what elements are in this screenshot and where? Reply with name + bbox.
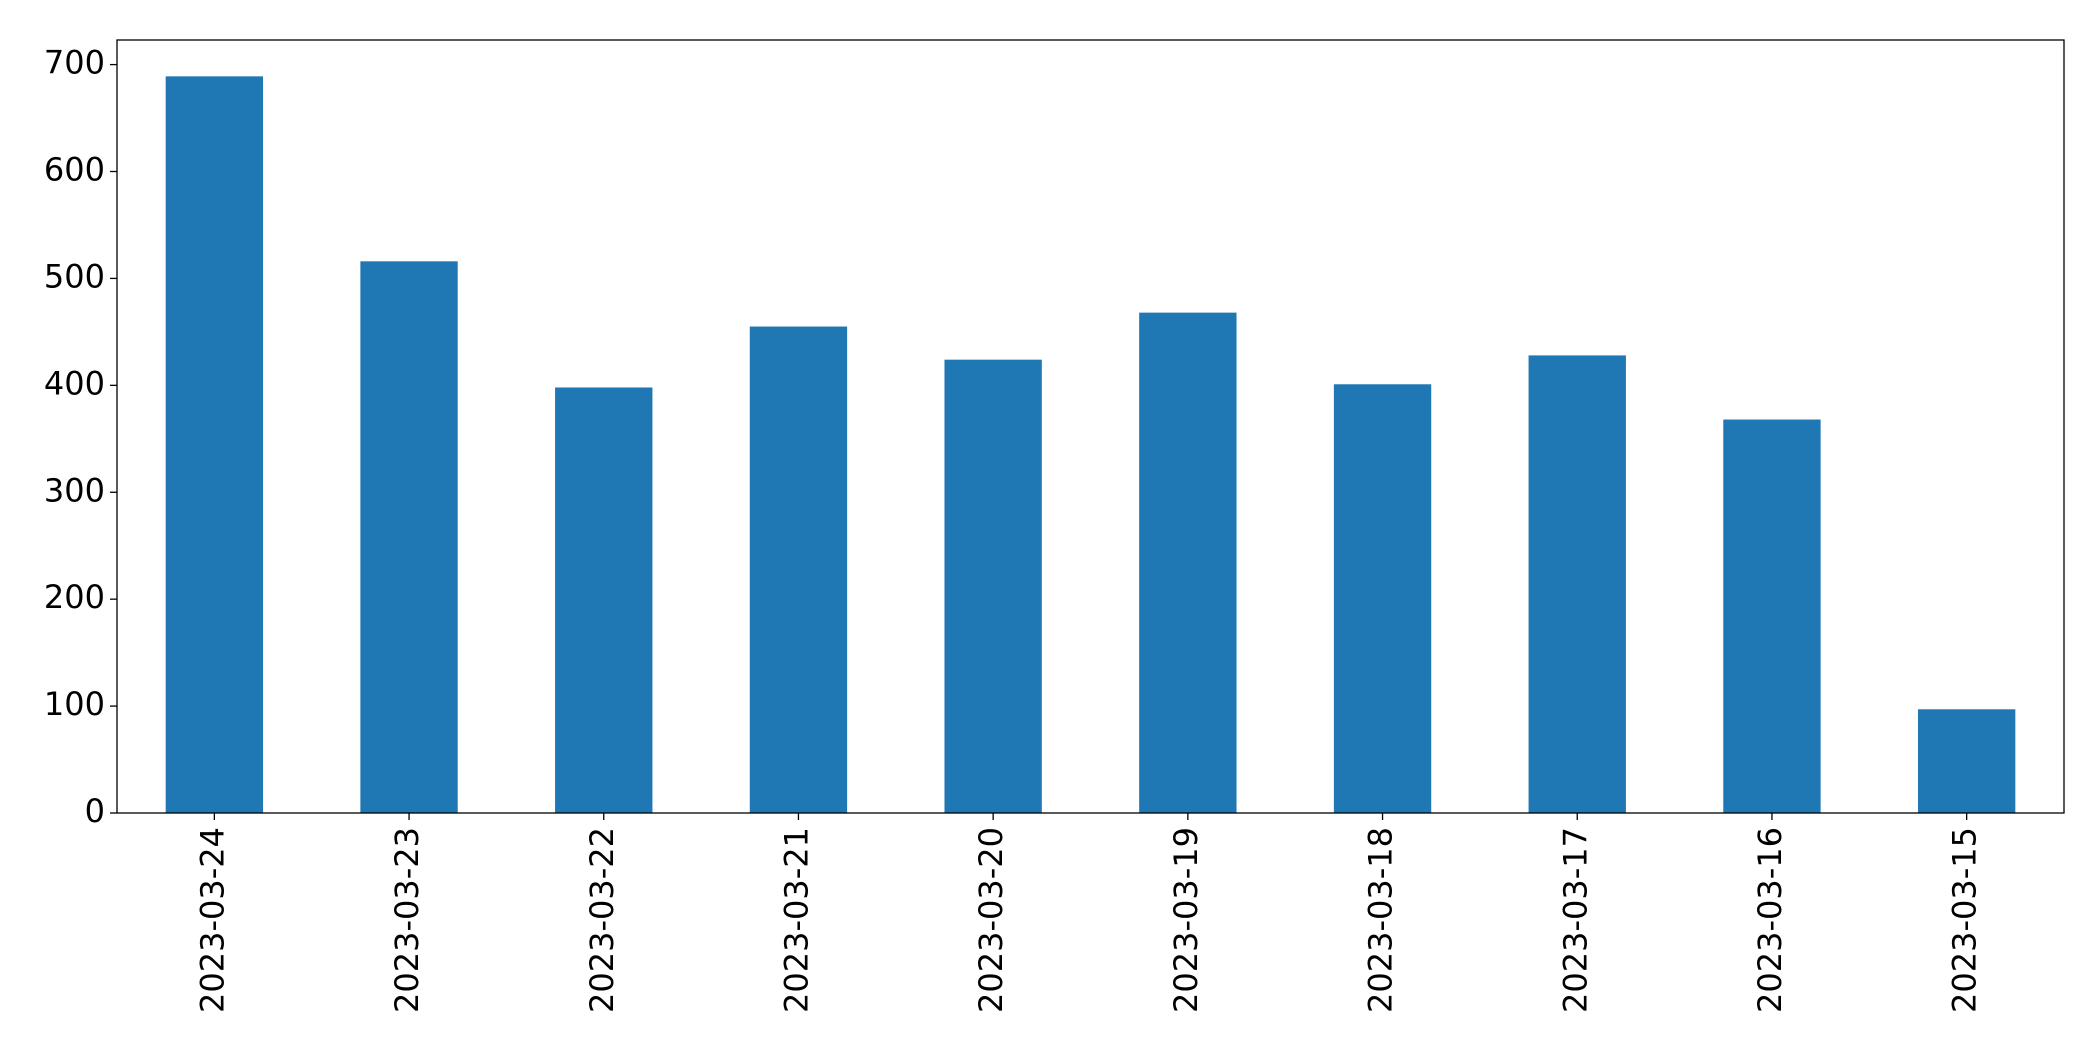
x-tick-label: 2023-03-23 <box>388 827 426 1013</box>
bar <box>1139 312 1237 813</box>
x-tick-label: 2023-03-18 <box>1362 827 1400 1013</box>
plot-frame <box>116 39 2065 814</box>
bar <box>1917 709 2016 813</box>
bar <box>1333 384 1432 813</box>
x-tick-label: 2023-03-15 <box>1946 827 1984 1013</box>
bar <box>555 387 653 813</box>
y-tick-label: 100 <box>44 685 105 723</box>
bar <box>944 359 1042 813</box>
x-tick-label: 2023-03-17 <box>1556 827 1594 1013</box>
x-tick-label: 2023-03-21 <box>777 827 815 1013</box>
bar <box>749 326 848 813</box>
y-tick-label: 700 <box>44 44 105 82</box>
x-tick-label: 2023-03-16 <box>1751 827 1789 1013</box>
bar <box>1528 355 1626 813</box>
y-tick-label: 600 <box>44 151 105 189</box>
y-tick-label: 300 <box>44 471 105 509</box>
y-tick-label: 400 <box>44 364 105 402</box>
x-tick-label: 2023-03-20 <box>972 827 1010 1013</box>
y-tick-label: 200 <box>44 578 105 616</box>
x-tick-label: 2023-03-19 <box>1167 827 1205 1013</box>
x-tick-label: 2023-03-22 <box>583 827 621 1013</box>
y-tick-label: 500 <box>44 257 105 295</box>
bar <box>1723 419 1821 813</box>
x-tick-label: 2023-03-24 <box>193 827 231 1013</box>
y-tick-label: 0 <box>85 792 105 830</box>
bar <box>165 76 264 813</box>
bar <box>360 261 458 814</box>
